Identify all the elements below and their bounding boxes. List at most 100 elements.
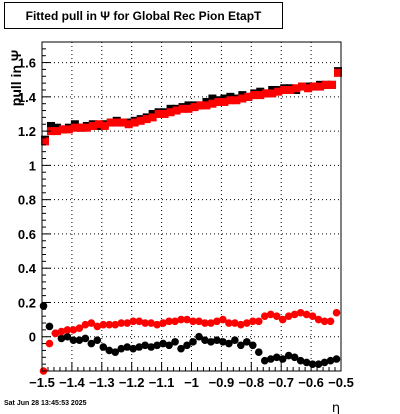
square-marker [88,121,97,130]
circle-marker [87,339,96,348]
x-tick-label: −0.6 [298,375,324,390]
circle-marker [248,341,257,350]
circle-marker [254,348,263,356]
circle-marker [260,356,269,365]
circle-marker [278,315,287,324]
x-tick-label: −1.3 [89,375,115,390]
circle-marker [183,341,191,350]
circle-marker [93,336,102,344]
circle-marker [189,338,197,346]
circle-marker [177,344,185,353]
circle-marker [231,336,239,344]
circle-marker [57,327,66,336]
circle-marker [153,341,161,350]
square-marker [262,89,271,98]
y-tick-label: 0 [29,330,36,345]
square-marker [142,115,151,124]
square-marker [244,92,253,101]
circle-marker [111,320,120,329]
circle-marker [105,320,114,329]
square-marker [100,121,109,130]
circle-marker [260,312,269,320]
y-tick-label: 0.8 [18,193,36,208]
circle-marker [231,319,239,327]
circle-marker [201,319,209,327]
circle-marker [93,322,102,331]
circle-marker [326,317,335,326]
circle-marker [248,317,257,326]
square-marker [70,123,79,132]
circle-marker [195,332,203,341]
circle-marker [177,315,185,324]
circle-marker [284,351,293,360]
circle-marker [219,315,227,324]
y-tick-label: 0.4 [18,261,37,276]
x-tick-label: −1.4 [59,375,85,390]
square-marker [184,104,193,113]
circle-marker [171,317,179,326]
grid-lines [42,42,341,371]
circle-marker [63,332,72,341]
circle-marker [171,338,179,346]
square-marker [202,101,211,110]
circle-marker [165,341,173,350]
circle-marker [123,343,132,351]
circle-marker [159,319,167,327]
square-marker [178,104,187,113]
circle-marker [51,329,60,338]
square-marker [148,113,157,122]
square-marker [280,85,289,94]
square-marker [316,82,325,91]
square-marker [166,108,175,117]
square-marker [298,82,307,91]
circle-marker [99,343,108,351]
square-marker [232,96,241,105]
circle-marker [147,343,155,351]
square-marker [76,123,85,132]
square-marker [256,91,265,100]
circle-marker [57,334,66,343]
square-marker [334,68,343,77]
circle-marker [123,319,132,327]
circle-marker [272,353,281,362]
x-tick-label: −1 [184,375,199,390]
circle-marker [243,319,251,327]
timestamp: Sat Jun 28 13:45:53 2025 [4,400,87,407]
circle-marker [266,355,275,363]
x-tick-label: −1.2 [119,375,145,390]
circle-marker [320,317,329,326]
circle-marker [278,355,287,363]
series-1 [40,68,343,146]
circle-marker [225,339,233,348]
circle-marker [117,344,126,353]
circle-marker [195,317,203,326]
square-marker [208,94,217,103]
circle-marker [207,319,215,327]
x-tick-label: −0.5 [328,375,354,390]
circle-marker [75,324,84,332]
circle-marker [45,339,54,348]
circle-marker [141,341,149,350]
x-axis-label: η [332,401,340,414]
square-marker [304,84,313,93]
square-marker [82,123,91,132]
square-marker [118,118,127,127]
chart-title: Fitted pull in Ψ for Global Rec Pion Eta… [25,9,262,23]
circle-marker [105,346,114,355]
circle-marker [147,319,155,327]
circle-marker [284,312,293,320]
square-marker [136,116,145,125]
circle-marker [296,356,305,365]
square-marker [250,91,259,100]
x-tick-label: −1.1 [149,375,175,390]
square-marker [94,120,103,129]
axes: −1.5 −1.4 −1.3 −1.2 −1.1 −1 −0.9 −0.8 −0.7 −0.6 −0… [18,48,354,390]
circle-marker [141,319,149,327]
circle-marker [81,320,90,329]
series-2 [39,302,341,368]
circle-marker [87,319,96,327]
square-marker [292,84,301,93]
circle-marker [75,336,84,344]
circle-marker [183,315,191,324]
